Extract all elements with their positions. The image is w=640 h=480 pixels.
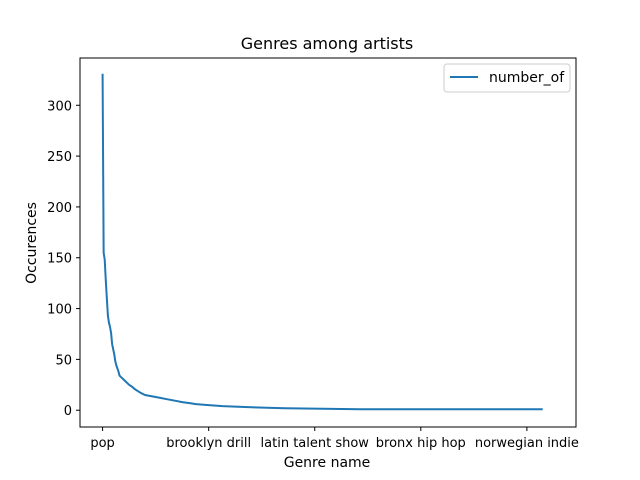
- y-tick-label: 300: [47, 99, 72, 114]
- y-tick-label: 100: [47, 303, 72, 318]
- legend: number_of: [443, 63, 571, 93]
- series-line-number_of: [101, 73, 543, 411]
- x-tick-label: norwegian indie: [475, 436, 579, 451]
- legend-box: [443, 63, 571, 93]
- y-tick-label: 50: [55, 353, 72, 368]
- x-axis: pop brooklyn drill latin talent show bronx …: [90, 427, 579, 451]
- axes-frame: [79, 57, 577, 428]
- x-tick-label: bronx hip hop: [376, 436, 466, 451]
- x-tick-label: latin talent show: [261, 436, 370, 451]
- legend-label-number_of: number_of: [489, 70, 565, 86]
- y-axis: 0 50 100 150 200 250 300: [47, 99, 80, 419]
- y-tick-label: 150: [47, 252, 72, 267]
- plot-area: [101, 73, 543, 411]
- x-tick-label: pop: [90, 436, 114, 451]
- y-tick-label: 0: [64, 404, 72, 419]
- y-axis-label: Occurences: [24, 202, 40, 284]
- chart-title: Genres among artists: [241, 34, 413, 53]
- x-tick-label: brooklyn drill: [166, 436, 251, 451]
- y-tick-label: 250: [47, 150, 72, 165]
- y-tick-label: 200: [47, 201, 72, 216]
- x-axis-label: Genre name: [284, 455, 371, 471]
